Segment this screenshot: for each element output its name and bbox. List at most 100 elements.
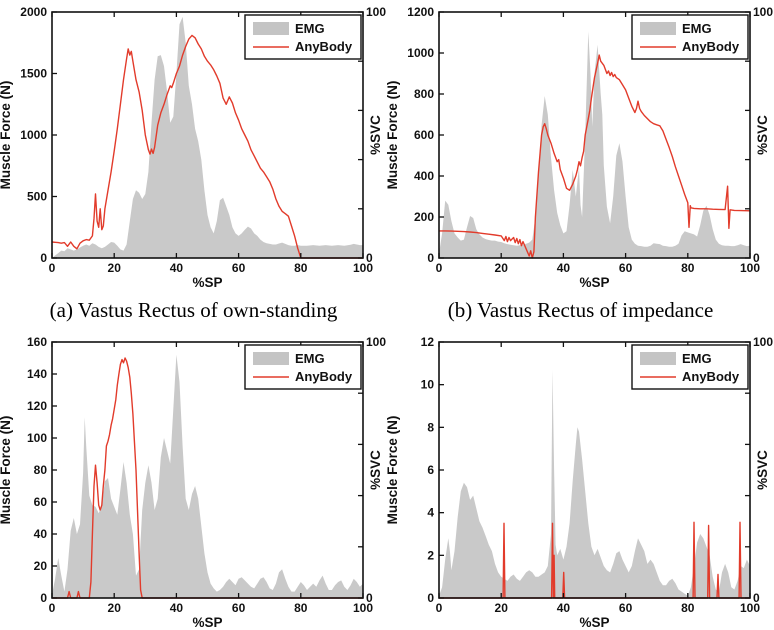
right-tick-label: 0 xyxy=(753,591,760,605)
x-tick-label: 20 xyxy=(108,601,122,615)
y-tick-label: 6 xyxy=(427,463,434,477)
y-tick-label: 8 xyxy=(427,420,434,434)
y-tick-label: 140 xyxy=(27,367,47,381)
right-tick-label: 100 xyxy=(753,335,773,349)
y-tick-label: 80 xyxy=(34,463,48,477)
y-tick-label: 600 xyxy=(414,128,434,142)
x-axis-label: %SP xyxy=(192,615,222,630)
y-tick-label: 400 xyxy=(414,169,434,183)
legend-anybody-label: AnyBody xyxy=(682,39,740,54)
chart-vastus-rectus-impedance: 0 20 40 60 80 100 0 200 400 600 800 1000 1200 0 100 %SP… xyxy=(387,0,774,290)
right-tick-label: 100 xyxy=(366,5,386,19)
x-tick-label: 40 xyxy=(170,601,184,615)
y-axis-label: Muscle Force (N) xyxy=(387,81,400,190)
y-tick-label: 10 xyxy=(421,378,435,392)
y-tick-label: 12 xyxy=(421,335,435,349)
right-tick-label: 100 xyxy=(366,335,386,349)
legend-emg-swatch xyxy=(253,352,289,365)
right-axis-label: %SVC xyxy=(755,450,770,490)
legend-anybody-label: AnyBody xyxy=(295,369,353,384)
x-tick-label: 80 xyxy=(681,601,695,615)
y-tick-label: 120 xyxy=(27,399,47,413)
x-tick-label: 20 xyxy=(495,601,509,615)
y-tick-label: 2 xyxy=(427,548,434,562)
y-tick-label: 40 xyxy=(34,527,48,541)
y-axis-label: Muscle Force (N) xyxy=(0,81,13,190)
x-tick-label: 0 xyxy=(436,261,443,275)
y-tick-label: 1500 xyxy=(20,67,47,81)
y-tick-label: 0 xyxy=(40,251,47,265)
x-tick-label: 40 xyxy=(557,261,571,275)
legend: EMG AnyBody xyxy=(631,14,749,60)
legend-emg-swatch xyxy=(253,22,289,35)
y-tick-label: 60 xyxy=(34,495,48,509)
y-axis-label: Muscle Force (N) xyxy=(387,416,400,525)
x-tick-label: 0 xyxy=(436,601,443,615)
x-tick-label: 40 xyxy=(557,601,571,615)
emg-area xyxy=(439,31,750,258)
right-tick-label: 0 xyxy=(753,251,760,265)
legend-emg-label: EMG xyxy=(295,21,325,36)
anybody-line xyxy=(51,34,363,259)
right-tick-label: 0 xyxy=(366,591,373,605)
x-tick-label: 20 xyxy=(495,261,509,275)
y-tick-label: 800 xyxy=(414,87,434,101)
legend: EMG AnyBody xyxy=(631,344,749,390)
legend-emg-label: EMG xyxy=(682,21,712,36)
right-tick-label: 100 xyxy=(753,5,773,19)
x-tick-label: 80 xyxy=(681,261,695,275)
x-tick-label: 60 xyxy=(619,261,633,275)
legend-anybody-label: AnyBody xyxy=(682,369,740,384)
y-tick-label: 1000 xyxy=(20,128,47,142)
top_left-plot: 0 20 40 60 80 10005001000150020000100%SPMuscl… xyxy=(0,5,386,290)
emg-area xyxy=(52,354,363,598)
legend-emg-label: EMG xyxy=(295,351,325,366)
top_right-plot: 0 20 40 60 80 1000200400600800100012000100%SP… xyxy=(387,5,773,290)
x-tick-label: 0 xyxy=(49,261,56,275)
right-axis-label: %SVC xyxy=(755,115,770,155)
x-tick-label: 60 xyxy=(619,601,633,615)
legend: EMG AnyBody xyxy=(244,14,362,60)
x-tick-label: 80 xyxy=(294,261,308,275)
legend: EMG AnyBody xyxy=(244,344,362,390)
caption-a: (a) Vastus Rectus of own-standing xyxy=(49,297,338,322)
x-tick-label: 100 xyxy=(353,261,373,275)
y-tick-label: 0 xyxy=(40,591,47,605)
legend-emg-swatch xyxy=(640,22,676,35)
x-axis-label: %SP xyxy=(579,275,609,290)
x-tick-label: 100 xyxy=(353,601,373,615)
right-axis-label: %SVC xyxy=(368,450,383,490)
x-tick-label: 20 xyxy=(108,261,122,275)
x-axis-label: %SP xyxy=(192,275,222,290)
emg-area xyxy=(439,369,750,598)
x-tick-label: 100 xyxy=(740,601,760,615)
chart-vastus-rectus-own-standing: 0 20 40 60 80 100 0 500 1000 1500 2000 0 100 %SP Muscl… xyxy=(0,0,387,290)
y-tick-label: 0 xyxy=(427,251,434,265)
x-tick-label: 100 xyxy=(740,261,760,275)
caption-b: (b) Vastus Rectus of impedance xyxy=(447,297,714,322)
right-tick-label: 0 xyxy=(366,251,373,265)
x-axis-label: %SP xyxy=(579,615,609,630)
y-tick-label: 1200 xyxy=(407,5,434,19)
anybody-line xyxy=(439,54,751,259)
chart-bottom-right: 0 20 40 60 80 100 0 2 4 6 8 10 12 0 100 %SP Muscle Force… xyxy=(387,330,774,630)
y-tick-label: 100 xyxy=(27,431,47,445)
bottom_left-plot: 0 20 40 60 80 1000204060801001201401600100%SP… xyxy=(0,335,386,630)
y-tick-label: 4 xyxy=(427,506,434,520)
x-tick-label: 60 xyxy=(232,601,246,615)
legend-emg-swatch xyxy=(640,352,676,365)
y-tick-label: 0 xyxy=(427,591,434,605)
y-tick-label: 160 xyxy=(27,335,47,349)
y-tick-label: 20 xyxy=(34,559,48,573)
y-tick-label: 200 xyxy=(414,210,434,224)
y-tick-label: 1000 xyxy=(407,46,434,60)
chart-bottom-left: 0 20 40 60 80 100 0 20 40 60 80 100 120 140 160 0 100 %SP… xyxy=(0,330,387,630)
x-tick-label: 60 xyxy=(232,261,246,275)
y-axis-label: Muscle Force (N) xyxy=(0,416,13,525)
legend-emg-label: EMG xyxy=(682,351,712,366)
right-axis-label: %SVC xyxy=(368,115,383,155)
legend-anybody-label: AnyBody xyxy=(295,39,353,54)
x-tick-label: 80 xyxy=(294,601,308,615)
